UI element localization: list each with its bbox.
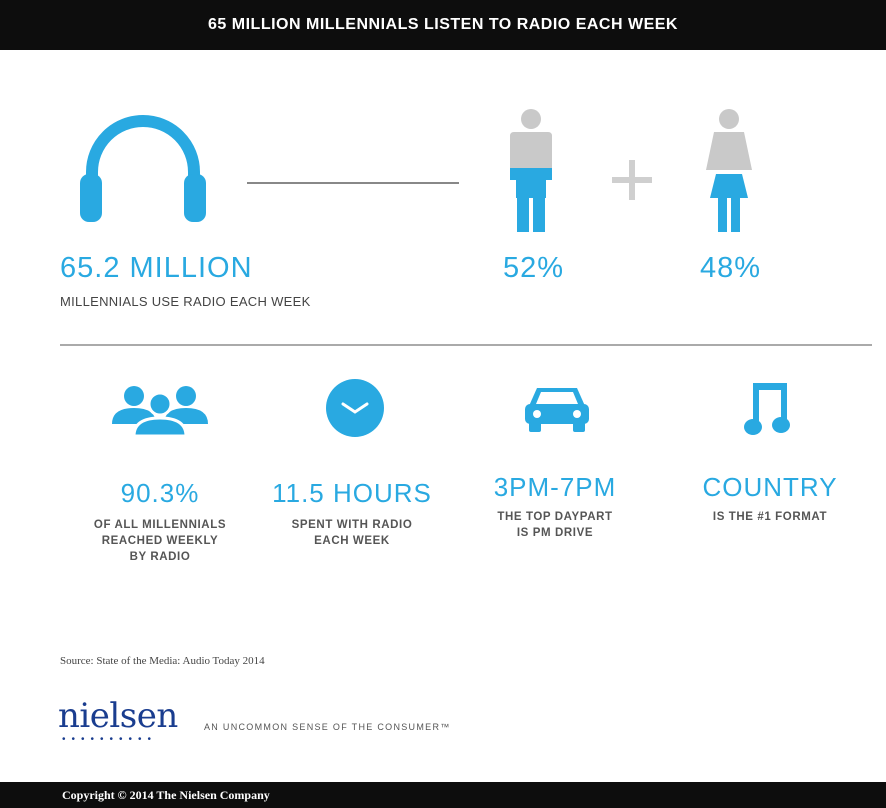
footer-bar: Copyright © 2014 The Nielsen Company bbox=[0, 782, 886, 808]
hero-stat: 65.2 MILLION bbox=[60, 252, 253, 284]
caption-line: REACHED WEEKLY bbox=[101, 535, 219, 547]
headphones-icon bbox=[80, 115, 206, 222]
nielsen-logo: nielsen bbox=[58, 696, 178, 736]
stat-caption: OF ALL MILLENNIALS REACHED WEEKLY BY RAD… bbox=[80, 517, 240, 565]
stat-column-format: COUNTRY IS THE #1 FORMAT bbox=[690, 472, 850, 525]
stat-column-reach: 90.3% OF ALL MILLENNIALS REACHED WEEKLY … bbox=[80, 478, 240, 565]
page-title: 65 MILLION MILLENNIALS LISTEN TO RADIO E… bbox=[208, 16, 678, 33]
car-icon bbox=[525, 388, 589, 432]
copyright-text: Copyright © 2014 The Nielsen Company bbox=[62, 787, 270, 802]
male-percent: 52% bbox=[503, 252, 565, 284]
connector-line bbox=[247, 182, 459, 184]
caption-line: SPENT WITH RADIO bbox=[291, 519, 413, 531]
hero-caption: MILLENNIALS USE RADIO EACH WEEK bbox=[60, 294, 311, 309]
caption-line: THE TOP DAYPART bbox=[497, 511, 613, 523]
music-note-icon bbox=[744, 383, 790, 435]
caption-line: EACH WEEK bbox=[314, 535, 390, 547]
stat-column-hours: 11.5 HOURS SPENT WITH RADIO EACH WEEK bbox=[262, 478, 442, 549]
section-divider bbox=[60, 344, 872, 346]
stat-value: 11.5 HOURS bbox=[272, 478, 432, 508]
caption-line: OF ALL MILLENNIALS bbox=[93, 519, 227, 531]
plus-icon bbox=[612, 160, 652, 200]
female-percent: 48% bbox=[700, 252, 762, 284]
stat-caption: IS THE #1 FORMAT bbox=[690, 509, 850, 525]
stat-caption: SPENT WITH RADIO EACH WEEK bbox=[262, 517, 442, 549]
stat-column-daypart: 3PM-7PM THE TOP DAYPART IS PM DRIVE bbox=[470, 472, 640, 541]
caption-line: BY RADIO bbox=[129, 551, 191, 563]
caption-line: IS PM DRIVE bbox=[516, 527, 594, 539]
stat-value: 3PM-7PM bbox=[493, 472, 617, 502]
logo-dots: •••••••••• bbox=[62, 734, 158, 745]
stat-value: 90.3% bbox=[120, 478, 200, 508]
source-note: Source: State of the Media: Audio Today … bbox=[60, 655, 265, 667]
stat-caption: THE TOP DAYPART IS PM DRIVE bbox=[470, 509, 640, 541]
people-group-icon bbox=[112, 386, 208, 436]
female-figure-icon bbox=[706, 109, 752, 232]
tagline: AN UNCOMMON SENSE OF THE CONSUMER™ bbox=[204, 722, 451, 732]
male-figure-icon bbox=[510, 109, 552, 232]
stat-value: COUNTRY bbox=[702, 472, 838, 502]
header-bar: 65 MILLION MILLENNIALS LISTEN TO RADIO E… bbox=[0, 0, 886, 50]
clock-icon bbox=[326, 379, 384, 437]
caption-line: IS THE #1 FORMAT bbox=[712, 511, 828, 523]
